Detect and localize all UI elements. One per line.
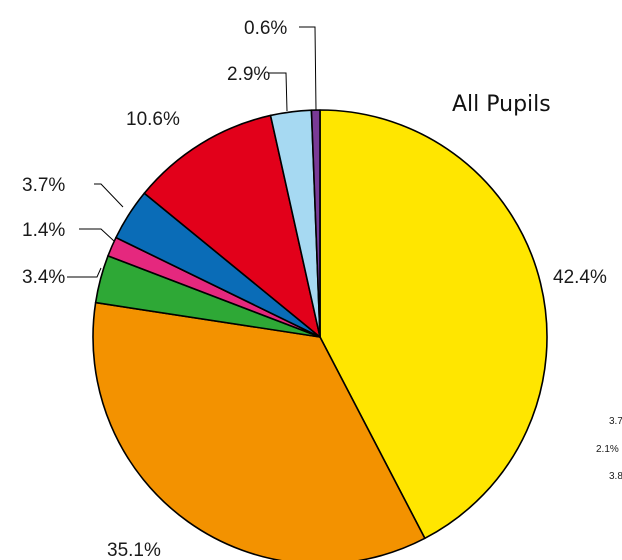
slice-labels: 42.4% 35.1% 3.4% 1.4% 3.7% 10.6% 2.9% 0.6% [22, 18, 607, 560]
clipped-label: 2.1% [596, 444, 619, 455]
clipped-labels: 3.7 2.1% 3.8 [596, 416, 622, 482]
leader-line [269, 72, 288, 112]
clipped-label: 3.8 [609, 471, 622, 482]
slice-label: 42.4% [553, 267, 607, 288]
leader-lines [67, 26, 317, 278]
slice-label: 10.6% [126, 109, 180, 130]
slice-label: 1.4% [22, 220, 65, 241]
pie-slices [92, 109, 548, 560]
leader-line [67, 267, 102, 278]
pie-slice [143, 114, 321, 338]
slice-label: 0.6% [244, 18, 287, 39]
slice-label: 3.4% [22, 267, 65, 288]
pie-slice [310, 109, 321, 338]
leader-line [94, 183, 124, 208]
slice-label: 3.7% [22, 175, 65, 196]
chart-title: All Pupils [452, 92, 551, 117]
slice-label: 35.1% [107, 540, 161, 560]
leader-line [79, 228, 115, 242]
slice-label: 2.9% [227, 64, 270, 85]
leader-line [299, 26, 317, 111]
clipped-label: 3.7 [609, 416, 622, 427]
pie-slice [319, 109, 548, 540]
